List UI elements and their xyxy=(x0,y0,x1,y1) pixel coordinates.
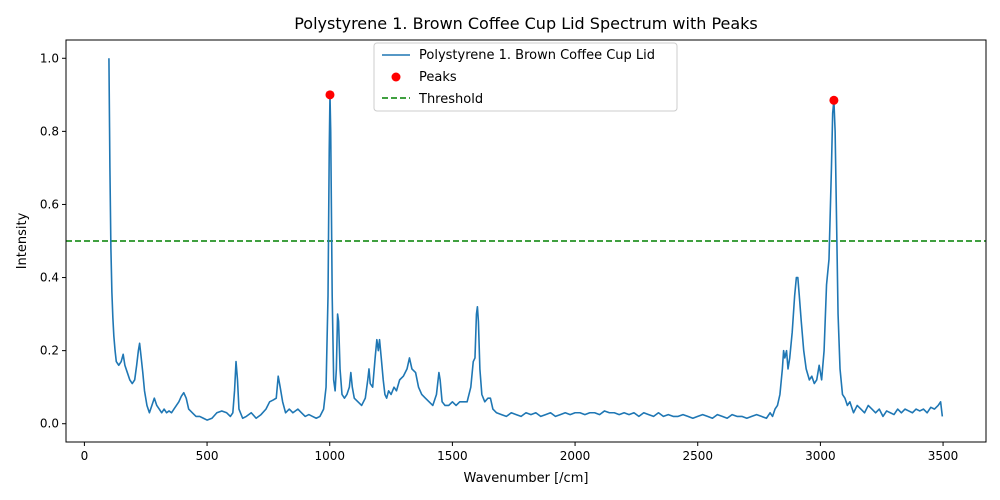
x-tick-label: 3000 xyxy=(805,449,836,463)
x-tick-label: 1500 xyxy=(437,449,468,463)
axes: 0 500 1000 1500 2000 2500 3000 3500 0.0 0.2 0.4 0.6… xyxy=(40,39,987,463)
peak-point-1 xyxy=(325,90,335,100)
spectrum-line xyxy=(108,58,944,421)
x-axis-label: Wavenumber [/cm] xyxy=(464,471,589,486)
chart-marks xyxy=(66,58,986,421)
y-tick-label: 1.0 xyxy=(40,51,59,65)
y-tick-label: 0.4 xyxy=(40,271,59,285)
x-tick-label: 500 xyxy=(196,449,219,463)
x-tick-label: 3500 xyxy=(928,449,959,463)
peak-point-2 xyxy=(829,95,839,105)
legend-label-threshold: Threshold xyxy=(418,92,483,107)
y-axis-label: Intensity xyxy=(15,212,30,269)
legend-label-peaks: Peaks xyxy=(419,70,457,85)
legend: Polystyrene 1. Brown Coffee Cup Lid Peak… xyxy=(373,42,678,112)
y-tick-label: 0.8 xyxy=(40,124,59,138)
x-tick-label: 2000 xyxy=(560,449,591,463)
x-tick-label: 1000 xyxy=(314,449,345,463)
chart-title: Polystyrene 1. Brown Coffee Cup Lid Spec… xyxy=(294,14,758,33)
y-tick-label: 0.0 xyxy=(40,417,59,431)
x-tick-label: 0 xyxy=(81,449,89,463)
y-tick-label: 0.2 xyxy=(40,344,59,358)
legend-peak-swatch xyxy=(391,72,401,82)
y-tick-label: 0.6 xyxy=(40,197,59,211)
legend-label-spectrum: Polystyrene 1. Brown Coffee Cup Lid xyxy=(419,48,655,63)
x-tick-label: 2500 xyxy=(682,449,713,463)
plot-frame xyxy=(65,39,987,443)
legend-frame xyxy=(373,42,678,112)
